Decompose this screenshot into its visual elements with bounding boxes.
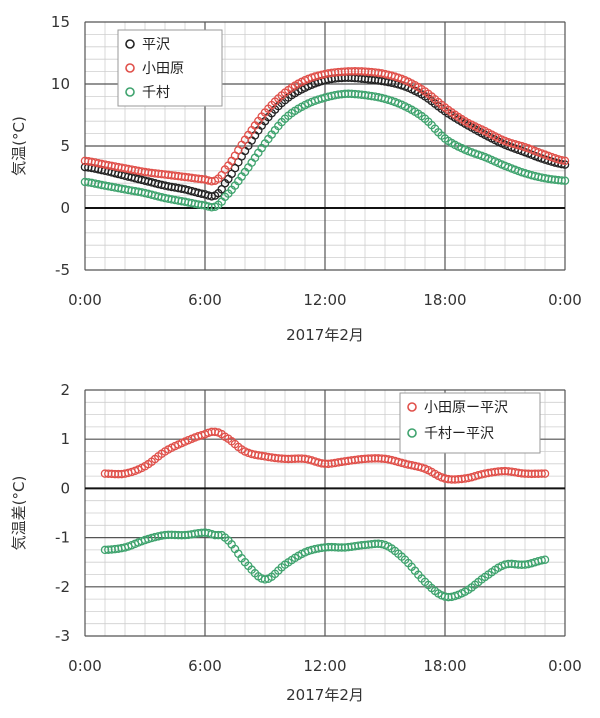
x-tick-label: 0:00 xyxy=(68,657,102,675)
y-tick-label: -2 xyxy=(55,578,70,596)
y-tick-label: 2 xyxy=(60,381,70,399)
x-tick-label: 6:00 xyxy=(188,291,222,309)
x-tick-label: 6:00 xyxy=(188,657,222,675)
series-1 xyxy=(100,427,550,484)
legend-label: 小田原ー平沢 xyxy=(424,400,508,416)
data-point xyxy=(560,156,570,166)
data-point xyxy=(557,155,566,165)
legend-marker xyxy=(125,63,135,73)
data-point xyxy=(540,469,550,478)
data-point xyxy=(560,176,570,185)
x-tick-label: 0:00 xyxy=(548,657,582,675)
chart-2: 0:00 6:00 12:00 18:00 0:00 -3 -2 -1 0 1 2 2017年2月 気温… xyxy=(10,381,582,704)
data-point xyxy=(557,176,566,185)
legend-marker xyxy=(125,39,135,49)
legend-box xyxy=(117,29,223,107)
series-2 xyxy=(80,67,570,186)
x-tick-label: 12:00 xyxy=(303,291,346,309)
y-tick-label: 5 xyxy=(60,137,70,155)
x-tick-label: 12:00 xyxy=(303,657,346,675)
legend-box xyxy=(399,392,541,454)
y-tick-label: -1 xyxy=(55,529,70,547)
legend-marker xyxy=(125,87,135,97)
y-tick-label: 1 xyxy=(60,430,70,448)
data-point xyxy=(537,469,546,478)
series-2 xyxy=(100,528,550,602)
y-tick-label: 15 xyxy=(51,13,70,31)
y-tick-label: 10 xyxy=(51,75,70,93)
legend-label: 小田原 xyxy=(142,61,184,77)
y-tick-label: 0 xyxy=(60,479,70,497)
y-axis-label: 気温(°C) xyxy=(10,116,28,176)
y-axis-label: 気温差(°C) xyxy=(10,476,28,551)
x-tick-label: 0:00 xyxy=(68,291,102,309)
x-tick-label: 18:00 xyxy=(423,657,466,675)
series-3 xyxy=(80,89,570,212)
y-tick-label: 0 xyxy=(60,199,70,217)
y-tick-label: -3 xyxy=(55,627,70,645)
x-axis-label: 2017年2月 xyxy=(286,686,364,704)
x-tick-label: 0:00 xyxy=(548,291,582,309)
data-point xyxy=(537,556,546,565)
x-axis-label: 2017年2月 xyxy=(286,326,364,344)
grid xyxy=(84,389,566,637)
legend-marker xyxy=(407,428,417,438)
legend-marker xyxy=(407,402,417,412)
legend-label: 千村ー平沢 xyxy=(424,426,494,442)
x-tick-label: 18:00 xyxy=(423,291,466,309)
data-point xyxy=(207,192,216,201)
data-point xyxy=(540,555,550,564)
legend-label: 千村 xyxy=(142,85,170,101)
y-tick-label: -5 xyxy=(55,261,70,279)
legend-label: 平沢 xyxy=(142,37,170,53)
chart-1: 0:00 6:00 12:00 18:00 0:00 -5 0 5 10 15 2017年2月 気温(… xyxy=(10,13,582,344)
